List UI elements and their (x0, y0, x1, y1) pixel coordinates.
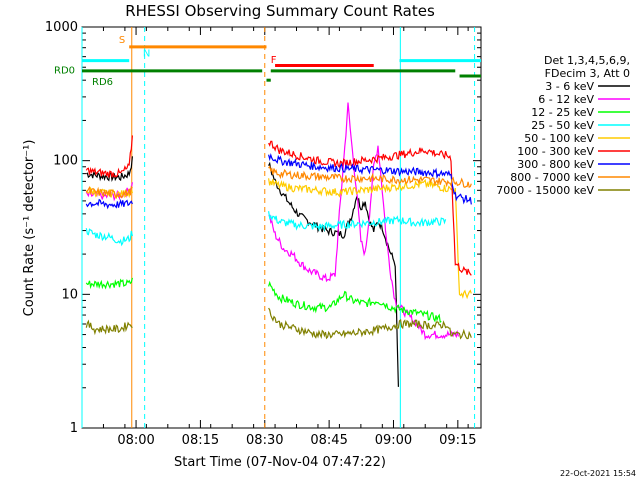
y-tick-label: 100 (53, 154, 78, 169)
legend-label-6: 300 - 800 keV (517, 158, 594, 171)
series-line-7-0 (85, 185, 133, 199)
y-tick-label: 10 (61, 287, 78, 302)
y-axis-label: Count Rate (s⁻¹ detector⁻¹) (22, 140, 37, 317)
series-line-5-0 (85, 135, 133, 178)
series-line-1-1 (268, 102, 460, 341)
x-tick-label: 08:00 (117, 433, 154, 448)
series-line-4-1 (268, 178, 472, 300)
x-axis-label: Start Time (07-Nov-04 07:47:22) (174, 455, 386, 470)
series-line-2-0 (85, 277, 133, 290)
series-line-2-1 (268, 280, 442, 323)
flag-label-n: N (143, 49, 150, 60)
flag-label-rd0: RD0 (54, 66, 75, 77)
legend-label-0: 3 - 6 keV (545, 80, 594, 93)
legend-label-8: 7000 - 15000 keV (496, 184, 594, 197)
legend-label-5: 100 - 300 keV (517, 145, 594, 158)
y-tick-label: 1000 (45, 20, 78, 35)
series-line-8-1 (268, 307, 472, 340)
legend-label-1: 6 - 12 keV (538, 93, 594, 106)
flag-label-f: F (271, 55, 277, 66)
series-line-7-1 (268, 165, 472, 189)
plot-frame (81, 26, 482, 429)
legend-header-1: FDecim 3, Att 0 (545, 67, 630, 80)
x-tick-label: 08:45 (310, 433, 347, 448)
x-tick-label: 08:15 (182, 433, 219, 448)
series-line-3-1 (268, 211, 447, 232)
series-line-3-0 (85, 228, 133, 247)
chart-title: RHESSI Observing Summary Count Rates (125, 2, 435, 20)
legend-label-3: 25 - 50 keV (531, 119, 594, 132)
legend-label-2: 12 - 25 keV (531, 106, 594, 119)
flag-label-s: S (119, 35, 125, 46)
y-tick-label: 1 (70, 421, 78, 436)
series-line-8-0 (85, 319, 133, 336)
x-tick-label: 09:00 (375, 433, 412, 448)
legend-header-0: Det 1,3,4,5,6,9, (544, 54, 630, 67)
series-line-0-1 (268, 161, 399, 387)
series-line-5-1 (268, 140, 472, 276)
footer-date: 22-Oct-2021 15:54 (560, 469, 636, 478)
x-tick-label: 09:15 (439, 433, 476, 448)
legend-label-7: 800 - 7000 keV (510, 171, 594, 184)
x-tick-label: 08:30 (246, 433, 283, 448)
legend-label-4: 50 - 100 keV (524, 132, 594, 145)
series-line-6-0 (85, 198, 133, 210)
series-line-6-1 (268, 153, 472, 205)
flag-label-rd6: RD6 (92, 77, 113, 88)
